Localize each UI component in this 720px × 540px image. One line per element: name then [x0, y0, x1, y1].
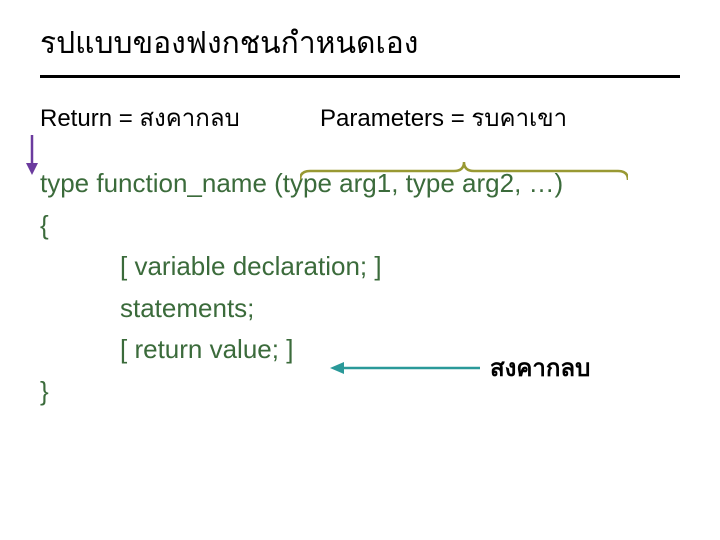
- title-underline: [40, 75, 680, 78]
- down-arrow-icon: [22, 135, 42, 175]
- syntax-line-2: {: [40, 205, 680, 247]
- send-label: สงคากลบ: [490, 348, 590, 387]
- labels-row: Return = สงคากลบ Parameters = รบคาเขา: [40, 98, 680, 138]
- syntax-line-4: statements;: [40, 288, 680, 330]
- slide-container: รปแบบของฟงกชนกำหนดเอง Return = สงคากลบ P…: [0, 0, 720, 433]
- slide-title: รปแบบของฟงกชนกำหนดเอง: [40, 20, 680, 67]
- left-arrow-icon: [330, 360, 480, 376]
- return-label: Return = สงคากลบ: [40, 98, 240, 137]
- brace-icon: [300, 162, 628, 182]
- params-label: Parameters = รบคาเขา: [320, 98, 567, 137]
- syntax-line-3: [ variable declaration; ]: [40, 246, 680, 288]
